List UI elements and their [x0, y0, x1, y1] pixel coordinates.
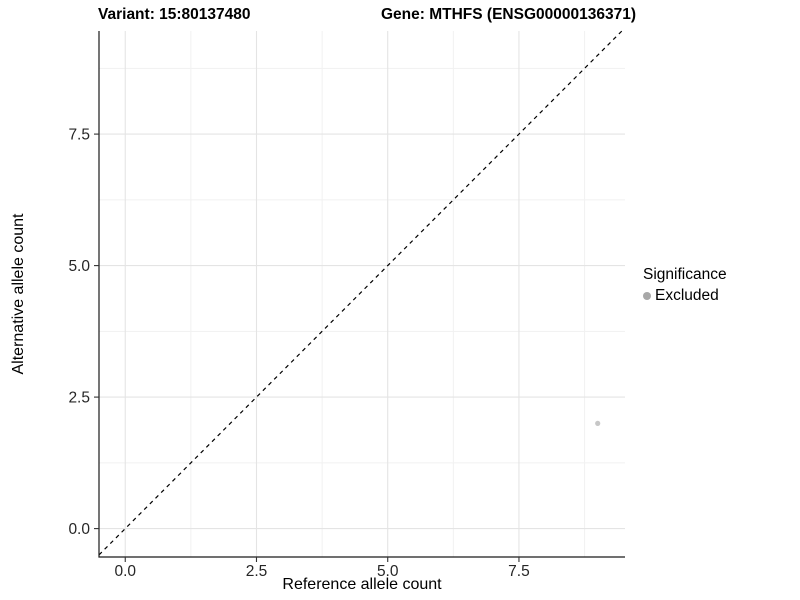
plot-title-gene: Gene: MTHFS (ENSG00000136371) [381, 6, 636, 23]
legend-title: Significance [643, 266, 727, 283]
y-tick-label: 0.0 [68, 521, 90, 538]
x-tick-label: 7.5 [508, 563, 530, 580]
y-tick-label: 7.5 [68, 127, 90, 144]
x-tick-label: 0.0 [114, 563, 136, 580]
y-tick-label: 2.5 [68, 390, 90, 407]
data-point [595, 420, 601, 426]
y-axis-title: Alternative allele count [10, 213, 27, 375]
legend-item-excluded: Excluded [643, 287, 727, 305]
plot-title-variant: Variant: 15:80137480 [98, 6, 251, 23]
x-tick-label: 5.0 [377, 563, 399, 580]
axis-lines [98, 31, 625, 558]
legend-point-icon [643, 292, 651, 300]
y-tick-label: 5.0 [68, 258, 90, 275]
legend-item-label: Excluded [655, 287, 719, 304]
legend: Significance Excluded [643, 266, 727, 305]
x-axis-title: Reference allele count [282, 576, 442, 593]
identity-reference-line [98, 30, 623, 556]
x-tick-label: 2.5 [246, 563, 268, 580]
